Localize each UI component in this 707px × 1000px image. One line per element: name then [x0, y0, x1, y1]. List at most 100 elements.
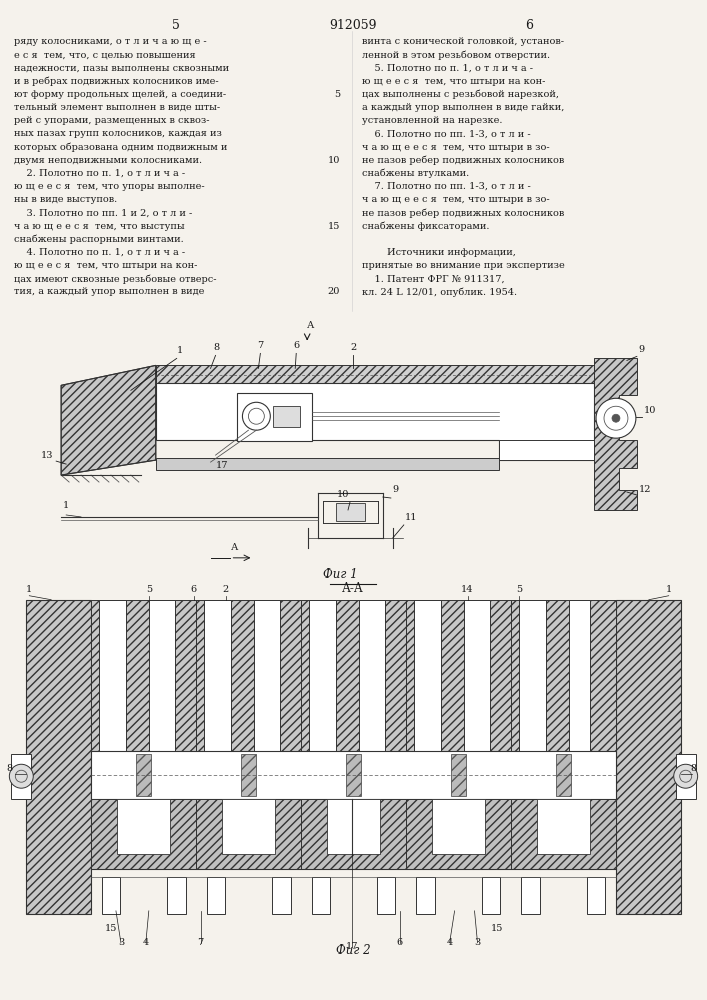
- Text: снабжены распорными винтами.: снабжены распорными винтами.: [14, 235, 184, 244]
- Polygon shape: [416, 877, 436, 914]
- Circle shape: [612, 414, 620, 422]
- Polygon shape: [91, 799, 196, 869]
- Text: принятые во внимание при экспертизе: принятые во внимание при экспертизе: [362, 261, 565, 270]
- Text: которых образована одним подвижным и: которых образована одним подвижным и: [14, 143, 228, 152]
- Bar: [91, 751, 616, 799]
- Text: 10: 10: [337, 490, 349, 499]
- Polygon shape: [358, 600, 385, 764]
- Text: а каждый упор выполнен в виде гайки,: а каждый упор выполнен в виде гайки,: [362, 103, 564, 112]
- Polygon shape: [91, 600, 196, 799]
- Polygon shape: [206, 877, 226, 914]
- Text: и в ребрах подвижных колосников име-: и в ребрах подвижных колосников име-: [14, 77, 219, 86]
- Polygon shape: [238, 393, 312, 441]
- Polygon shape: [312, 877, 330, 914]
- Text: 20: 20: [327, 287, 340, 296]
- Circle shape: [596, 398, 636, 438]
- Text: цах имеют сквозные резьбовые отверс-: цах имеют сквозные резьбовые отверс-: [14, 274, 217, 284]
- Text: двумя неподвижными колосниками.: двумя неподвижными колосниками.: [14, 156, 202, 165]
- Polygon shape: [156, 365, 594, 383]
- Text: А-А: А-А: [342, 582, 364, 595]
- Text: тия, а каждый упор выполнен в виде: тия, а каждый упор выполнен в виде: [14, 287, 205, 296]
- Text: не пазов ребер подвижных колосников: не пазов ребер подвижных колосников: [362, 208, 564, 218]
- Polygon shape: [556, 754, 571, 796]
- Text: Фиг 2: Фиг 2: [336, 944, 370, 957]
- Polygon shape: [102, 877, 120, 914]
- Text: 4: 4: [447, 938, 452, 947]
- Polygon shape: [414, 600, 440, 764]
- Text: 14: 14: [461, 585, 474, 594]
- Text: ленной в этом резьбовом отверстии.: ленной в этом резьбовом отверстии.: [362, 50, 550, 60]
- Polygon shape: [222, 799, 275, 854]
- Polygon shape: [117, 799, 170, 854]
- Polygon shape: [499, 440, 594, 460]
- Polygon shape: [156, 383, 594, 460]
- Text: 3. Полотно по пп. 1 и 2, о т л и -: 3. Полотно по пп. 1 и 2, о т л и -: [14, 208, 192, 217]
- Text: 1: 1: [63, 501, 69, 510]
- Circle shape: [674, 764, 698, 788]
- Circle shape: [9, 764, 33, 788]
- Text: 7: 7: [197, 938, 204, 947]
- Polygon shape: [464, 600, 490, 764]
- Text: 6: 6: [293, 341, 299, 350]
- Text: ч а ю щ е е с я  тем, что штыри в зо-: ч а ю щ е е с я тем, что штыри в зо-: [362, 195, 549, 204]
- Text: 6: 6: [191, 585, 197, 594]
- Polygon shape: [254, 600, 280, 764]
- Text: 17: 17: [216, 461, 228, 470]
- Polygon shape: [301, 799, 406, 869]
- Text: 1: 1: [665, 585, 672, 594]
- Text: 912059: 912059: [329, 19, 377, 32]
- Text: снабжены фиксаторами.: снабжены фиксаторами.: [362, 222, 489, 231]
- Text: не пазов ребер подвижных колосников: не пазов ребер подвижных колосников: [362, 156, 564, 165]
- Polygon shape: [346, 754, 361, 796]
- Text: снабжены втулками.: снабжены втулками.: [362, 169, 469, 178]
- Polygon shape: [196, 799, 301, 869]
- Text: цах выполнены с резьбовой нарезкой,: цах выполнены с резьбовой нарезкой,: [362, 90, 559, 99]
- Polygon shape: [481, 877, 501, 914]
- Text: 17: 17: [346, 942, 358, 951]
- Polygon shape: [336, 503, 365, 521]
- Polygon shape: [511, 600, 616, 799]
- Text: надежности, пазы выполнены сквозными: надежности, пазы выполнены сквозными: [14, 64, 230, 73]
- Text: 15: 15: [327, 222, 340, 231]
- Text: 5: 5: [146, 585, 152, 594]
- Text: 10: 10: [327, 156, 340, 165]
- Text: ю щ е е с я  тем, что штыри на кон-: ю щ е е с я тем, что штыри на кон-: [362, 77, 545, 86]
- Text: 3: 3: [118, 938, 124, 947]
- Text: 7: 7: [257, 341, 264, 350]
- Text: ны в виде выступов.: ны в виде выступов.: [14, 195, 117, 204]
- Text: 4: 4: [143, 938, 149, 947]
- Polygon shape: [377, 877, 395, 914]
- Text: ч а ю щ е е с я  тем, что выступы: ч а ю щ е е с я тем, что выступы: [14, 222, 185, 231]
- Text: А: А: [307, 321, 315, 330]
- Text: 2: 2: [223, 585, 228, 594]
- Polygon shape: [240, 754, 257, 796]
- Text: А: А: [230, 543, 238, 552]
- Polygon shape: [100, 600, 126, 764]
- Text: 5: 5: [516, 585, 522, 594]
- Polygon shape: [136, 754, 151, 796]
- Polygon shape: [156, 458, 499, 470]
- Polygon shape: [301, 600, 406, 799]
- Text: ю щ е е с я  тем, что упоры выполне-: ю щ е е с я тем, что упоры выполне-: [14, 182, 205, 191]
- Text: ч а ю щ е е с я  тем, что штыри в зо-: ч а ю щ е е с я тем, что штыри в зо-: [362, 143, 549, 152]
- Text: 3: 3: [474, 938, 481, 947]
- Text: винта с конической головкой, установ-: винта с конической головкой, установ-: [362, 37, 564, 46]
- Text: Фиг 1: Фиг 1: [322, 568, 357, 581]
- Polygon shape: [406, 600, 511, 799]
- Polygon shape: [204, 600, 230, 764]
- Text: Источники информации,: Источники информации,: [362, 248, 516, 257]
- Text: 8: 8: [214, 343, 220, 352]
- Polygon shape: [587, 877, 605, 914]
- Polygon shape: [167, 877, 185, 914]
- Text: 15: 15: [491, 924, 503, 933]
- Polygon shape: [148, 600, 175, 764]
- Circle shape: [243, 402, 270, 430]
- Polygon shape: [676, 754, 696, 799]
- Text: 8: 8: [6, 764, 13, 773]
- Text: 4. Полотно по п. 1, о т л и ч а -: 4. Полотно по п. 1, о т л и ч а -: [14, 248, 185, 257]
- Polygon shape: [432, 799, 485, 854]
- Text: 1: 1: [177, 346, 183, 355]
- Text: 9: 9: [639, 345, 645, 354]
- Text: ют форму продольных щелей, а соедини-: ют форму продольных щелей, а соедини-: [14, 90, 226, 99]
- Text: рей с упорами, размещенных в сквоз-: рей с упорами, размещенных в сквоз-: [14, 116, 210, 125]
